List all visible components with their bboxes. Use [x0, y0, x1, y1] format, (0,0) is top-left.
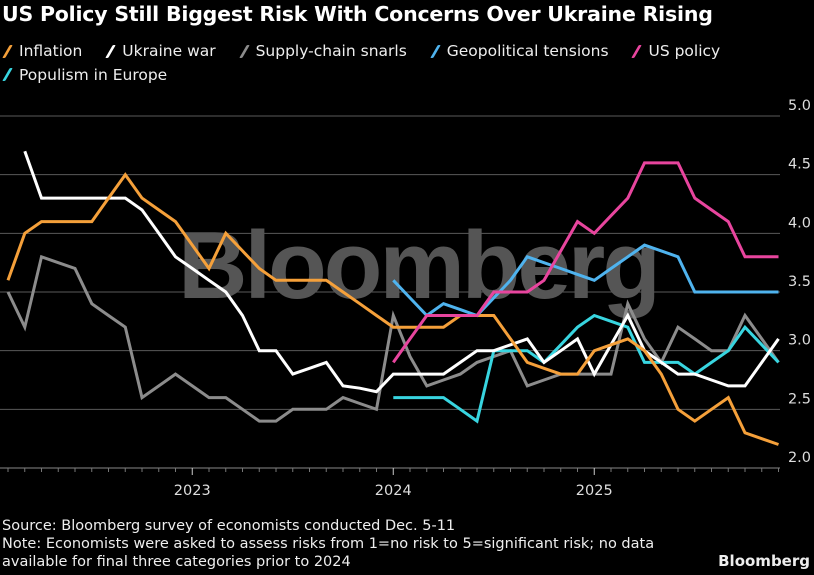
gridlines [0, 115, 780, 410]
y-tick-label: 4.5 [788, 157, 811, 173]
y-tick-label: 2.0 [788, 450, 811, 466]
legend-item-supply-chain: Supply-chain snarls [238, 40, 407, 62]
y-tick-label: 4.0 [788, 215, 811, 231]
series-line-inflation [6, 172, 779, 446]
watermark: Bloomberg [178, 212, 658, 319]
series-line-supply-chain-snarls [6, 254, 780, 423]
series-line-ukraine-war [23, 150, 780, 394]
x-axis: 2023 2024 2025 [0, 467, 780, 499]
series-lines [6, 150, 780, 446]
chart-title: US Policy Still Biggest Risk With Concer… [2, 2, 713, 26]
legend-item-ukraine-war: Ukraine war [105, 40, 216, 62]
legend: Inflation Ukraine war Supply-chain snarl… [2, 40, 802, 87]
source-note: Source: Bloomberg survey of economists c… [2, 518, 456, 534]
series-line-us-policy [392, 161, 779, 364]
legend-label: Ukraine war [122, 42, 216, 60]
y-tick-label: 3.0 [788, 333, 811, 349]
legend-label: US policy [648, 42, 721, 60]
bloomberg-logo: Bloomberg [718, 552, 810, 570]
legend-item-us-policy: US policy [631, 40, 720, 62]
legend-item-inflation: Inflation [2, 40, 82, 62]
y-axis: 2.0 2.5 3.0 3.5 4.0 4.5 5.0 [788, 98, 811, 466]
y-tick-label: 2.5 [788, 391, 811, 407]
y-tick-label: 3.5 [788, 274, 811, 290]
methodology-note: Note: Economists were asked to assess ri… [2, 536, 655, 552]
series-line-populism-in-europe [393, 313, 780, 424]
x-tick-label: 2025 [576, 483, 613, 499]
legend-label: Inflation [19, 42, 83, 60]
footer: Source: Bloomberg survey of economists c… [2, 517, 654, 571]
methodology-note-cont: available for final three categories pri… [2, 554, 351, 570]
legend-label: Geopolitical tensions [446, 42, 609, 60]
y-tick-label: 5.0 [788, 98, 811, 114]
series-line-geopolitical-tensions [392, 243, 779, 318]
x-tick-label: 2023 [174, 483, 211, 499]
legend-label: Populism in Europe [19, 65, 168, 84]
legend-item-geopolitical: Geopolitical tensions [429, 40, 609, 62]
legend-label: Supply-chain snarls [255, 42, 407, 60]
legend-item-populism: Populism in Europe [2, 64, 167, 86]
x-tick-label: 2024 [375, 483, 412, 499]
